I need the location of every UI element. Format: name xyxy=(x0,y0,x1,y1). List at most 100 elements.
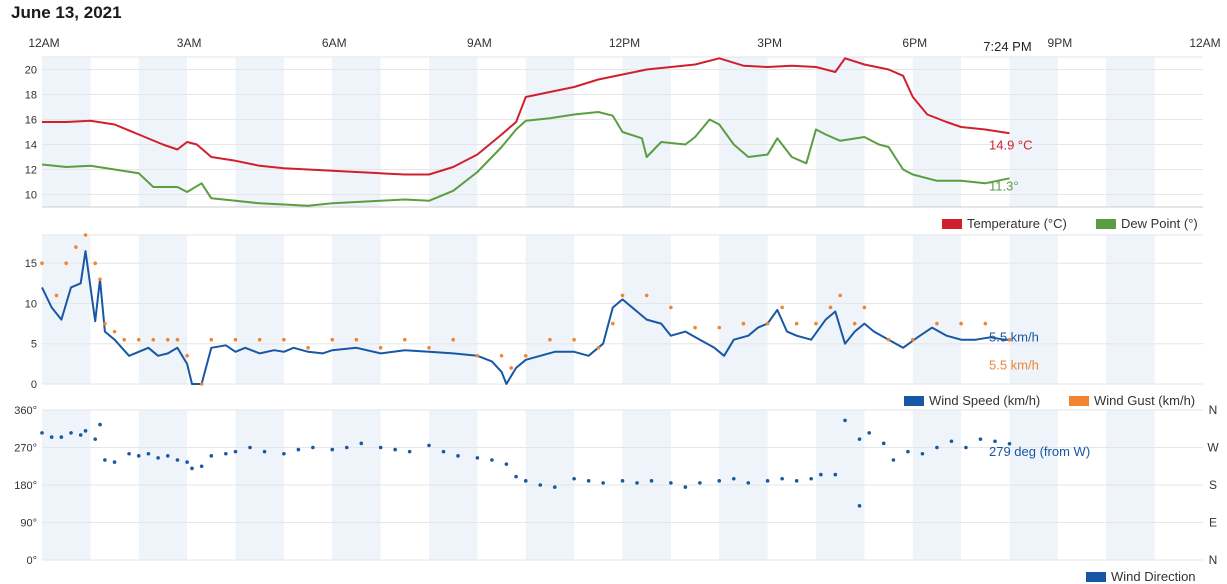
data-point xyxy=(378,345,383,350)
wind-direction-panel: 0° 90° 180° 270° 360° N E S W N 279 deg (from W) xyxy=(14,403,1219,567)
data-point xyxy=(112,460,117,464)
x-tick-label: 12PM xyxy=(609,36,640,50)
data-point xyxy=(427,443,431,448)
data-point xyxy=(649,479,654,483)
data-point xyxy=(282,337,286,342)
data-point xyxy=(741,321,746,326)
data-point xyxy=(669,481,673,485)
data-point xyxy=(920,451,925,456)
data-point xyxy=(765,321,770,326)
data-point xyxy=(572,476,576,481)
x-tick-label: 12AM xyxy=(28,36,59,50)
data-point xyxy=(683,485,688,489)
y-tick-label: 15 xyxy=(25,258,37,270)
series-wind-speed-km-h xyxy=(41,250,1010,385)
data-point xyxy=(330,337,335,342)
hour-band xyxy=(42,235,91,384)
data-point xyxy=(49,435,54,439)
data-point xyxy=(427,345,431,350)
data-point xyxy=(165,337,170,342)
data-point xyxy=(233,337,238,342)
hour-band xyxy=(912,235,962,384)
data-point xyxy=(156,456,160,460)
data-point xyxy=(257,337,262,342)
data-point xyxy=(185,354,189,358)
hour-band xyxy=(1106,57,1155,207)
data-point xyxy=(669,305,673,310)
data-point xyxy=(809,476,813,481)
legend-dew-point: Dew Point (°) xyxy=(1096,216,1198,231)
x-tick-label: 6PM xyxy=(902,36,927,50)
series-wind-gust-km-h xyxy=(40,233,1012,386)
data-point xyxy=(857,437,862,441)
data-point xyxy=(127,451,131,456)
x-tick-label: 3AM xyxy=(177,36,202,50)
data-point xyxy=(98,277,102,282)
data-point xyxy=(504,462,509,466)
data-point xyxy=(693,325,697,330)
data-point xyxy=(403,337,407,342)
legend-label: Wind Direction xyxy=(1111,569,1196,584)
data-point xyxy=(69,431,73,435)
temperature-dewpoint-panel: 10 12 14 16 18 20 14.9 °C 11.3° xyxy=(25,56,1203,208)
data-point xyxy=(857,504,862,508)
right-axis-label: E xyxy=(1209,516,1217,530)
data-point xyxy=(296,447,301,452)
data-point xyxy=(993,439,997,444)
time-axis: 12AM 3AM 6AM 9AM 12PM 3PM 6PM 9PM 12AM 7:24 PM xyxy=(28,36,1221,55)
data-point xyxy=(262,449,267,454)
data-point xyxy=(620,293,625,298)
hour-band xyxy=(235,235,284,384)
data-point xyxy=(248,445,252,450)
data-point xyxy=(862,305,867,310)
data-point xyxy=(185,460,189,464)
data-point xyxy=(644,293,649,298)
hour-band xyxy=(622,57,671,207)
data-point xyxy=(548,337,552,342)
legend-swatch xyxy=(1086,572,1106,582)
hour-band xyxy=(912,57,962,207)
data-point xyxy=(552,485,557,489)
data-point xyxy=(54,293,59,298)
data-point xyxy=(209,454,214,458)
data-point xyxy=(93,437,98,441)
current-value-label: 11.3° xyxy=(989,178,1019,193)
y-tick-label: 18 xyxy=(25,90,37,102)
hour-band xyxy=(719,57,768,207)
data-point xyxy=(731,476,736,481)
hour-band xyxy=(138,57,188,207)
data-point xyxy=(978,437,983,441)
data-point xyxy=(83,233,88,237)
data-point xyxy=(881,441,886,446)
data-point xyxy=(620,479,625,483)
x-tick-label: 9AM xyxy=(467,36,492,50)
y-tick-label: 270° xyxy=(14,443,37,455)
current-value-label: 279 deg (from W) xyxy=(989,444,1090,459)
current-time-label: 7:24 PM xyxy=(983,39,1031,54)
current-value-label: 14.9 °C xyxy=(989,137,1033,152)
night-bands xyxy=(42,57,1155,560)
y-tick-label: 360° xyxy=(14,405,37,417)
data-point xyxy=(814,321,818,326)
data-point xyxy=(103,458,107,462)
y-tick-label: 10 xyxy=(25,298,37,310)
data-point xyxy=(112,329,117,334)
data-point xyxy=(136,454,141,458)
data-point xyxy=(717,479,722,483)
x-tick-label: 6AM xyxy=(322,36,347,50)
legend-swatch xyxy=(942,219,962,229)
data-point xyxy=(601,481,605,485)
data-point xyxy=(475,456,480,460)
hour-band xyxy=(816,235,865,384)
data-point xyxy=(224,451,228,456)
data-point xyxy=(611,321,615,326)
data-point xyxy=(175,458,180,462)
data-point xyxy=(819,472,823,477)
hour-band xyxy=(42,57,91,207)
data-point xyxy=(586,479,591,483)
data-point xyxy=(146,451,151,456)
series-temperature-c xyxy=(42,57,1010,176)
data-point xyxy=(378,445,383,450)
hour-band xyxy=(525,57,575,207)
